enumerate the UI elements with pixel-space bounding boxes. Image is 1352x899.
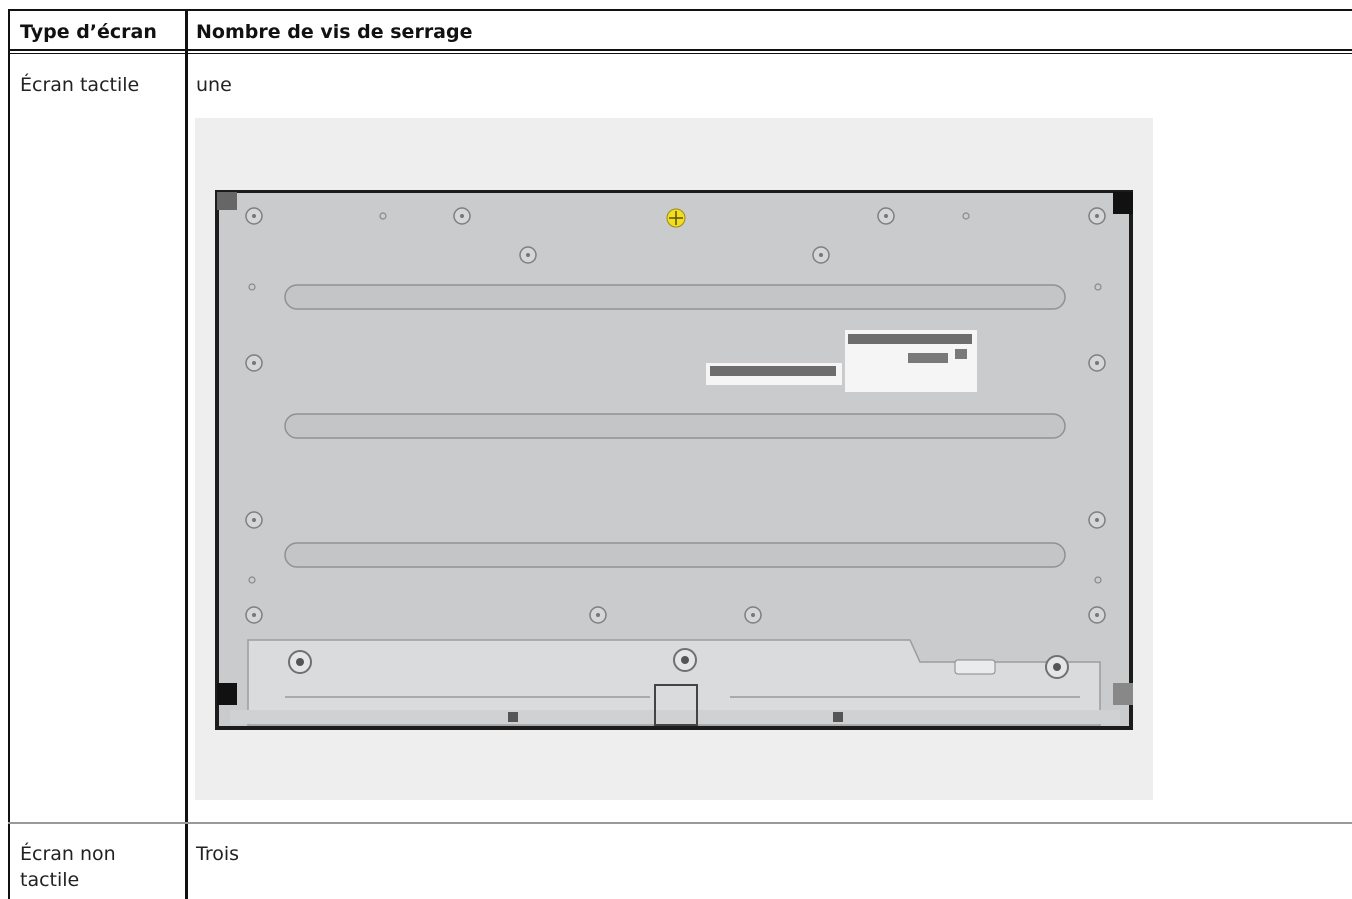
panel-photo <box>195 118 1153 800</box>
header-rule <box>8 49 1352 51</box>
row-rule <box>8 822 1352 824</box>
border-top <box>8 9 1352 11</box>
header-cell: Type d’écran <box>20 21 157 43</box>
header-cell: Nombre de vis de serrage <box>196 21 473 43</box>
cell: Écran non tactile <box>20 843 116 891</box>
cell: une <box>196 74 232 96</box>
column-divider <box>185 9 188 899</box>
cell: Trois <box>196 843 240 865</box>
cell: Écran tactile <box>20 74 140 96</box>
border-left <box>8 9 10 899</box>
header-rule <box>8 53 1352 54</box>
